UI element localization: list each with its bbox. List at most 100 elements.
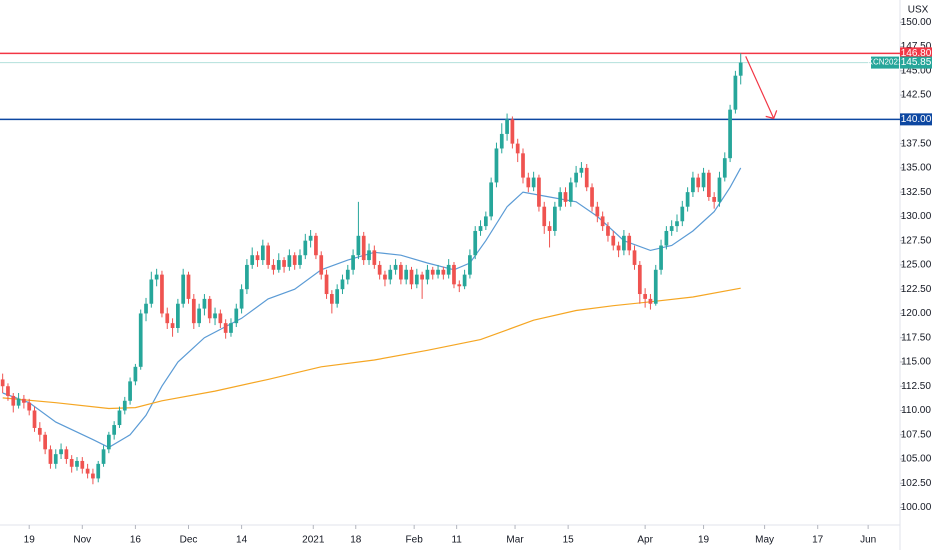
candle-body [128, 381, 132, 401]
x-tick-label: 18 [350, 535, 362, 546]
symbol-box [871, 56, 899, 69]
candle-body [441, 269, 446, 275]
candle-body [648, 298, 653, 304]
y-tick-label: 137.50 [901, 138, 932, 149]
candle-body [80, 460, 85, 469]
candle-body [48, 449, 53, 464]
candle-body [584, 167, 589, 188]
y-tick-label: 132.50 [901, 187, 932, 198]
candle-body [568, 182, 573, 202]
x-tick-label: 19 [24, 535, 36, 546]
candle-body [579, 167, 584, 173]
candle-body [266, 245, 270, 265]
candle-body [653, 269, 658, 304]
candle-body [27, 402, 32, 411]
candle-body [728, 109, 732, 159]
candle-body [303, 240, 308, 256]
candle-body [0, 379, 5, 387]
candle-body [388, 269, 393, 280]
candle-body [165, 313, 170, 324]
y-tick-label: 105.00 [901, 454, 932, 465]
y-tick-label: 110.00 [901, 405, 931, 416]
candle-body [250, 255, 255, 265]
candle-body [64, 449, 69, 460]
candle-body [489, 182, 494, 217]
x-tick-label: May [755, 535, 774, 546]
candle-body [271, 264, 276, 270]
plot-area: KCN2021 [0, 52, 903, 485]
candle-body [32, 410, 37, 428]
candle-body [85, 468, 90, 474]
candle-body [696, 177, 701, 188]
candle-body [691, 177, 695, 193]
candle-body [213, 313, 217, 319]
candle-body [478, 226, 483, 231]
candle-body [133, 366, 138, 382]
candle-body [197, 308, 201, 324]
candle-body [43, 434, 47, 450]
price-axis: 100.00 102.50 105.00 107.50 110.00 112.50 115.… [900, 17, 932, 513]
candle-body [685, 192, 690, 207]
candle-body [531, 177, 536, 188]
x-tick-label: 19 [698, 535, 710, 546]
candle-body [675, 221, 679, 227]
candle-body [11, 395, 16, 406]
candle-body [643, 294, 647, 299]
candle-body [149, 279, 154, 304]
candle-body [537, 177, 541, 207]
candle-body [717, 177, 722, 202]
candle-body [414, 274, 419, 285]
moving-average [2, 167, 742, 449]
candle-body [351, 255, 355, 270]
candle-body [91, 473, 95, 479]
candle-body [191, 298, 196, 324]
candle-body [223, 323, 228, 333]
y-tick-label: 107.50 [901, 429, 932, 440]
candle-body [446, 264, 451, 275]
candle-body [335, 289, 340, 304]
candle-body [515, 143, 520, 154]
candle-body [738, 62, 743, 76]
candle-body [340, 279, 345, 290]
candle-body [345, 269, 350, 280]
candle-body [101, 449, 106, 464]
candle-body [37, 427, 42, 435]
candle-body [138, 313, 143, 367]
candle-body [330, 294, 334, 304]
candle-body [669, 226, 674, 231]
candle-body [462, 274, 467, 287]
candle-body [22, 398, 26, 403]
candle-body [473, 230, 478, 256]
y-tick-label: 127.50 [901, 235, 932, 246]
candle-body [324, 274, 329, 295]
candle-body [521, 153, 525, 178]
x-tick-label: 2021 [302, 535, 325, 546]
candle-body [526, 177, 531, 188]
candle-body [372, 250, 377, 265]
x-tick-label: Jun [860, 535, 876, 546]
y-tick-label: 150.00 [901, 17, 932, 28]
symbol-label: KCN2021 [868, 58, 903, 67]
level-label: 146.80 [901, 48, 932, 59]
candle-body [117, 410, 122, 426]
last-price-label: 145.85 [901, 57, 932, 68]
candle-body [308, 235, 313, 241]
candle-body [245, 264, 249, 290]
candle-body [292, 255, 297, 265]
candle-body [483, 216, 488, 227]
y-tick-label: 145.00 [901, 65, 932, 76]
candle-body [234, 308, 239, 324]
candle-body [510, 119, 515, 144]
candle-body [701, 172, 706, 188]
candle-body [457, 284, 462, 287]
candle-body [16, 398, 21, 406]
candle-body [595, 206, 600, 217]
candle-body [574, 172, 578, 183]
y-tick-label: 117.50 [901, 332, 931, 343]
candle-body [399, 264, 403, 280]
candle-body [361, 235, 366, 261]
candle-body [409, 269, 414, 285]
candle-body [632, 250, 637, 265]
candle-body [170, 323, 175, 329]
candle-body [160, 274, 164, 314]
